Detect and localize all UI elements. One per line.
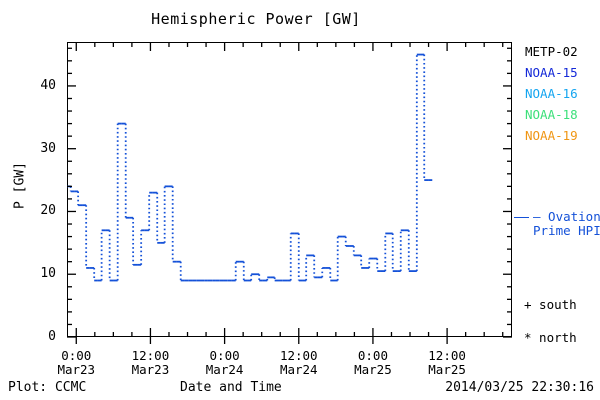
y-tick-label: 10 [40,266,56,282]
y-tick-label: 0 [48,329,56,344]
legend-item-noaa-18: NOAA-18 [525,107,578,122]
y-tick-label: 30 [40,140,56,156]
x-tick-time: 0:00 [357,348,388,363]
x-tick-time: 0:00 [209,348,240,363]
ovation-legend-label: — Ovation Prime HPI [533,210,600,238]
marker-south-note: + south [524,297,577,312]
y-axis-title: P [GW] [12,162,28,209]
x-tick-date: Mar24 [279,362,318,377]
plot-area [67,53,433,282]
x-tick-date: Mar23 [131,362,170,377]
x-axis-title: Date and Time [180,380,282,395]
plot-credit: Plot: CCMC [8,380,87,395]
y-tick-label: 40 [40,77,56,93]
x-tick-label: 12:00 Mar24 [259,349,339,377]
x-tick-label: 0:00 Mar24 [185,349,265,377]
legend-item-noaa-15: NOAA-15 [525,65,578,80]
ovation-label-line2: Prime HPI [533,223,600,238]
ovation-line-swatch [514,217,529,218]
legend-item-noaa-16: NOAA-16 [525,86,578,101]
x-tick-label: 0:00 Mar25 [333,349,413,377]
x-tick-time: 12:00 [131,348,170,363]
x-tick-date: Mar25 [428,362,466,377]
x-tick-time: 12:00 [279,348,318,363]
plot-frame [67,42,512,337]
x-tick-label: 12:00 Mar25 [407,349,487,377]
legend-item-metp-02: METP-02 [525,44,578,59]
y-tick-label: 20 [40,203,56,219]
x-tick-date: Mar23 [57,362,96,377]
chart-title: Hemispheric Power [GW] [151,10,361,28]
ovation-label-line1: — Ovation [533,209,600,224]
x-tick-date: Mar24 [205,362,244,377]
x-tick-label: 12:00 Mar23 [110,349,190,377]
x-tick-time: 12:00 [428,348,466,363]
x-tick-label: 0:00 Mar23 [36,349,116,377]
x-tick-date: Mar25 [354,362,392,377]
marker-north-note: * north [524,330,577,345]
x-tick-time: 0:00 [61,348,92,363]
plot-timestamp: 2014/03/25 22:30:16 [445,380,594,395]
legend-item-noaa-19: NOAA-19 [525,128,578,143]
